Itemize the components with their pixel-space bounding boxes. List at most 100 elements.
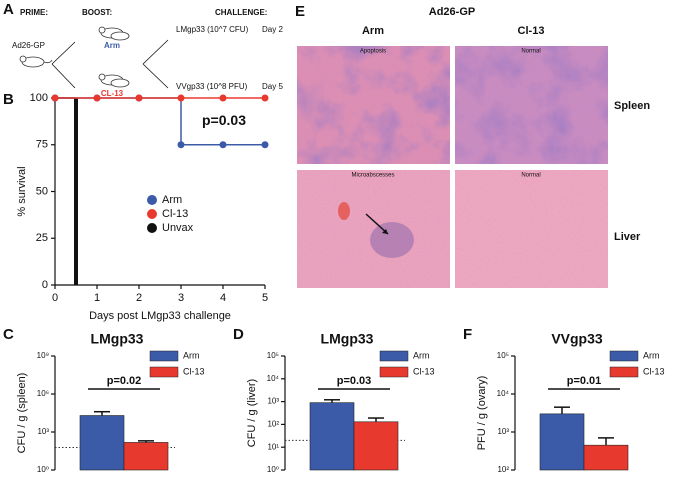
step-label: CHALLENGE:: [215, 8, 267, 17]
step-label: BOOST:: [82, 8, 112, 17]
p-value: p=0.02: [107, 375, 142, 387]
legend-swatch: [379, 366, 409, 378]
legend-label: Arm: [183, 350, 200, 360]
survival-point: [177, 94, 185, 102]
y-tick-label: 10³: [497, 427, 509, 436]
arrow: [142, 39, 169, 89]
group-label: Arm: [104, 41, 120, 50]
micrograph: [297, 170, 450, 288]
column-label: Cl-13: [518, 25, 545, 37]
legend-marker: [147, 209, 157, 219]
x-axis-label: Days post LMgp33 challenge: [89, 310, 231, 322]
x-tick-label: 1: [94, 292, 100, 304]
legend-label: Cl-13: [643, 366, 665, 376]
bar: [539, 413, 585, 471]
y-axis-label: PFU / g (ovary): [476, 376, 488, 451]
bar: [309, 402, 355, 471]
arrow: [51, 41, 76, 89]
p-value: p=0.03: [202, 112, 246, 128]
y-tick-label: 10³: [267, 397, 279, 406]
p-value: p=0.01: [567, 375, 602, 387]
micrograph: [455, 170, 608, 288]
row-label: Liver: [614, 231, 641, 243]
row-label: Spleen: [614, 100, 650, 112]
survival-point: [135, 94, 143, 102]
y-tick-label: 50: [36, 185, 48, 197]
survival-point: [93, 94, 101, 102]
panel-letter: B: [3, 91, 14, 108]
x-tick-label: 2: [136, 292, 142, 304]
column-label: Arm: [362, 25, 384, 37]
survival-point: [261, 94, 269, 102]
x-tick-label: 3: [178, 292, 184, 304]
challenge-day: Day 2: [262, 25, 283, 34]
micrograph: [297, 46, 450, 164]
group-label: CL-13: [101, 89, 124, 98]
y-tick-label: 75: [36, 139, 48, 151]
y-tick-label: 10²: [497, 465, 509, 474]
panel-a: A PRIME: Ad26-GP BOOST: Arm CL-13 CHALLE…: [3, 1, 283, 98]
image-caption: Apoptosis: [360, 49, 386, 55]
legend-swatch: [609, 350, 639, 362]
y-tick-label: 100: [30, 92, 48, 104]
survival-point: [51, 94, 59, 102]
y-tick-label: 10⁵: [267, 351, 279, 360]
legend-swatch: [379, 350, 409, 362]
legend-marker: [147, 195, 157, 205]
x-tick-label: 5: [262, 292, 268, 304]
legend-label: Cl-13: [183, 366, 205, 376]
y-tick-label: 10⁹: [37, 351, 49, 360]
challenge-day: Day 5: [262, 82, 283, 91]
legend-label: Cl-13: [413, 366, 435, 376]
survival-point: [219, 141, 227, 149]
legend-label: Arm: [413, 350, 430, 360]
chart-title: LMgp33: [321, 331, 374, 347]
legend-swatch: [149, 350, 179, 362]
image-caption: Microabscesses: [351, 173, 394, 179]
panel-letter: F: [463, 326, 472, 343]
bar: [123, 442, 169, 471]
chart-title: LMgp33: [91, 331, 144, 347]
panel-letter: D: [233, 326, 244, 343]
legend-marker: [147, 223, 157, 233]
legend-label: Unvax: [162, 222, 194, 234]
micrograph: [455, 46, 608, 164]
y-tick-label: 10⁶: [37, 389, 49, 398]
image-caption: Normal: [521, 173, 540, 179]
panel-letter: C: [3, 326, 14, 343]
legend-label: Arm: [643, 350, 660, 360]
panel-e: E Ad26-GP Arm Cl-13 Apoptosis Normal Mic…: [295, 3, 650, 288]
image-caption: Normal: [521, 49, 540, 55]
y-tick-label: 0: [42, 279, 48, 291]
survival-point: [261, 141, 269, 149]
y-axis-label: CFU / g (liver): [246, 379, 258, 447]
y-axis-label: CFU / g (spleen): [16, 373, 28, 454]
y-tick-label: 10¹: [267, 442, 279, 451]
x-tick-label: 0: [52, 292, 58, 304]
panel-letter: E: [295, 3, 305, 20]
mouse-icon: [98, 26, 130, 88]
chart-title: VVgp33: [551, 331, 603, 347]
y-tick-label: 10⁰: [37, 465, 49, 474]
vaccine-label: Ad26-GP: [12, 41, 45, 50]
y-tick-label: 10²: [267, 420, 279, 429]
legend-swatch: [149, 366, 179, 378]
x-tick-label: 4: [220, 292, 226, 304]
y-tick-label: 25: [36, 232, 48, 244]
y-tick-label: 10⁴: [497, 389, 510, 398]
panel-title: Ad26-GP: [429, 6, 475, 18]
y-tick-label: 10³: [37, 427, 49, 436]
challenge-label: VVgp33 (10^8 PFU): [176, 82, 248, 91]
legend-label: Cl-13: [162, 208, 188, 220]
y-axis-label: % survival: [16, 166, 28, 216]
step-label: PRIME:: [20, 8, 48, 17]
bar: [79, 415, 125, 471]
mouse-icon: [19, 55, 53, 68]
legend-label: Arm: [162, 194, 182, 206]
y-tick-label: 10⁴: [267, 374, 280, 383]
y-tick-label: 10⁰: [267, 465, 279, 474]
p-value: p=0.03: [337, 375, 372, 387]
y-tick-label: 10⁵: [497, 351, 509, 360]
survival-point: [219, 94, 227, 102]
